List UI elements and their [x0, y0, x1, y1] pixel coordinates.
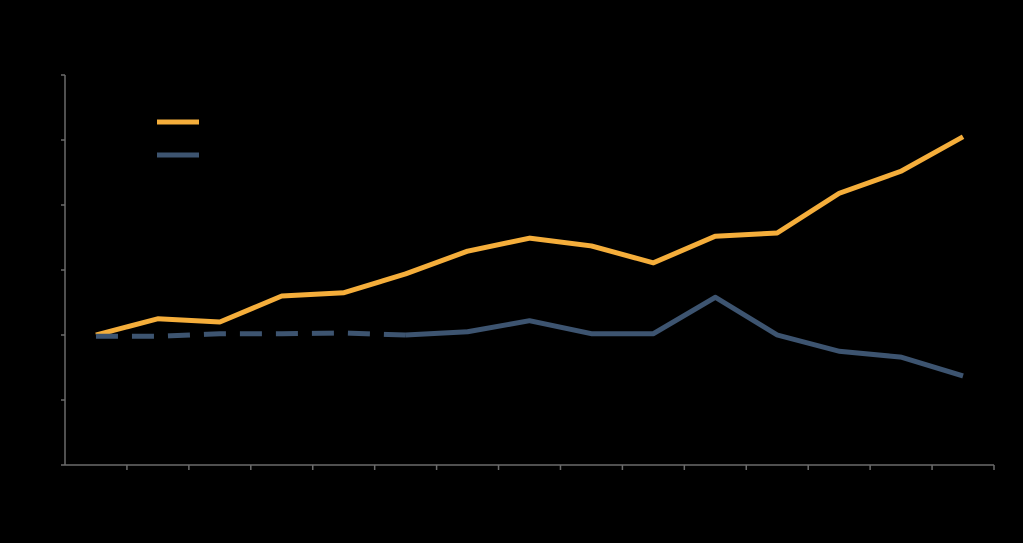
- series-line: [405, 294, 964, 379]
- series-line: [95, 330, 406, 339]
- series-line: [95, 134, 965, 338]
